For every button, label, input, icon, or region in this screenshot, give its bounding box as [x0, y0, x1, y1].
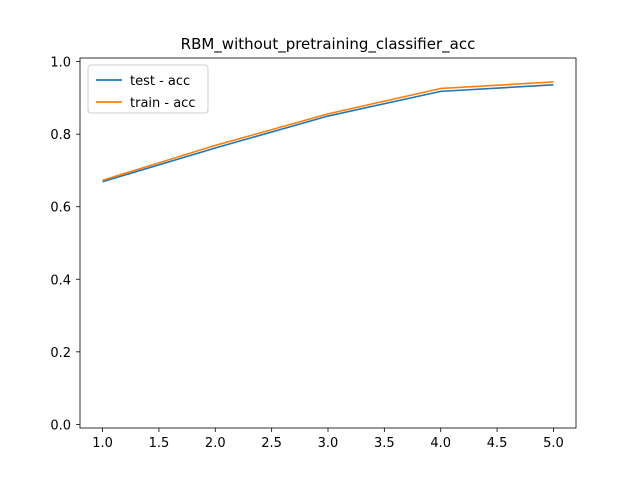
- chart-title: RBM_without_pretraining_classifier_acc: [181, 35, 476, 54]
- y-tick-label: 1.0: [50, 56, 71, 71]
- x-tick-label: 3.5: [374, 436, 395, 451]
- x-tick-label: 1.5: [149, 436, 170, 451]
- x-tick-label: 1.0: [92, 436, 113, 451]
- y-tick-label: 0.2: [50, 346, 71, 361]
- y-tick-label: 0.4: [50, 273, 71, 288]
- x-tick-label: 4.0: [430, 436, 451, 451]
- legend-label: test - acc: [130, 74, 190, 89]
- series-line: [102, 84, 554, 183]
- x-tick-label: 2.0: [205, 436, 226, 451]
- x-axis: 1.0 1.5 2.0 2.5 3.0 3.5 4.0 4.5 5.0: [92, 428, 564, 451]
- legend: test - acc train - acc: [87, 64, 209, 114]
- y-axis: 0.0 0.2 0.4 0.6 0.8 1.0: [50, 56, 80, 433]
- y-tick-label: 0.8: [50, 128, 71, 143]
- x-tick-label: 3.0: [318, 436, 339, 451]
- x-tick-label: 2.5: [261, 436, 282, 451]
- x-tick-label: 4.5: [487, 436, 508, 451]
- y-tick-label: 0.0: [50, 418, 71, 433]
- x-tick-label: 5.0: [543, 436, 564, 451]
- legend-box: [87, 64, 209, 114]
- series-layer: [102, 81, 554, 183]
- series-line: [102, 81, 554, 182]
- y-tick-label: 0.6: [50, 201, 71, 216]
- legend-label: train - acc: [130, 96, 195, 111]
